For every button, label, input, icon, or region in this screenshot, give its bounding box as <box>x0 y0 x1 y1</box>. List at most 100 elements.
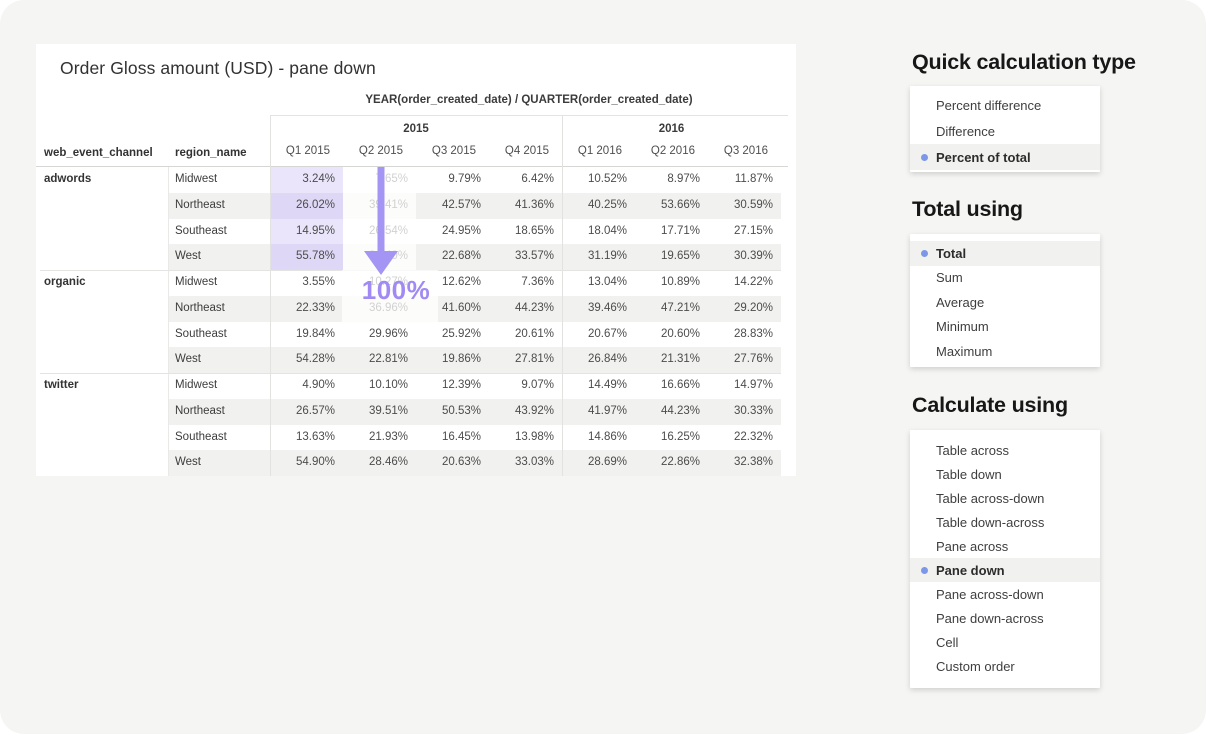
value-cell: 24.95% <box>441 224 481 237</box>
option-label: Percent difference <box>936 97 1042 113</box>
section-title-calculate-using: Calculate using <box>912 393 1068 417</box>
channel-cell: twitter <box>36 373 168 399</box>
pane-down-arrow-icon <box>364 167 398 275</box>
option-label: Minimum <box>936 319 989 335</box>
option-label: Pane down <box>936 562 1005 578</box>
option-custom-order[interactable]: Custom order <box>910 654 1100 678</box>
value-cell: 26.02% <box>270 192 343 219</box>
option-percent-of-total[interactable]: Percent of total <box>910 144 1100 170</box>
table-row: West 54.90% 28.46% 20.63% 33.03% 28.69% 22.86%… <box>36 450 781 476</box>
value-cell: 12.62% <box>441 276 481 288</box>
option-label: Sum <box>936 270 963 286</box>
value-cell: 25.92% <box>441 327 481 340</box>
value-cell: 8.97% <box>667 173 700 185</box>
option-pane-across-down[interactable]: Pane across-down <box>910 582 1100 606</box>
quarter-header-label: Q1 2015 <box>285 145 330 157</box>
option-average[interactable]: Average <box>910 290 1100 315</box>
option-label: Maximum <box>936 343 993 359</box>
option-label: Table across <box>936 442 1009 458</box>
quarter-header-row: Q1 2015 Q2 2015 Q3 2015 Q4 2015 Q1 2016 Q2 20… <box>270 145 781 163</box>
option-label: Cell <box>936 634 959 650</box>
option-pane-across[interactable]: Pane across <box>910 534 1100 558</box>
value-cell: 22.81% <box>343 347 416 373</box>
divider <box>562 115 563 476</box>
value-cell: 16.25% <box>660 430 700 443</box>
viz-title: Order Gloss amount (USD) - pane down <box>60 58 376 78</box>
option-label: Percent of total <box>936 149 1031 165</box>
viz-card: Order Gloss amount (USD) - pane down YEA… <box>36 44 796 476</box>
quarter-header-label: Q3 2015 <box>431 145 476 157</box>
year-header-2015: 2015 <box>403 123 429 135</box>
table-row: West 54.28% 22.81% 19.86% 27.81% 26.84% 21.31%… <box>36 347 781 373</box>
value-cell: 22.68% <box>416 244 489 270</box>
section-title-quick-calculation-type: Quick calculation type <box>912 50 1136 74</box>
value-cell: 33.57% <box>489 244 562 270</box>
option-table-down-across[interactable]: Table down-across <box>910 510 1100 534</box>
option-total[interactable]: Total <box>910 241 1100 266</box>
option-label: Total <box>936 245 967 261</box>
table-row: Southeast 13.63% 21.93% 16.45% 13.98% 14.86% 1… <box>36 424 781 451</box>
value-cell: 29.20% <box>708 295 781 322</box>
value-cell: 11.87% <box>734 173 773 185</box>
region-cell: West <box>168 450 270 476</box>
dimmed-label-overlay <box>342 270 438 323</box>
option-label: Pane across <box>936 538 1009 554</box>
value-cell: 31.19% <box>562 244 635 270</box>
value-cell: 12.39% <box>441 379 481 391</box>
quarter-header-label: Q4 2015 <box>504 145 549 157</box>
value-cell: 17.71% <box>660 224 700 237</box>
option-percent-difference[interactable]: Percent difference <box>910 92 1100 118</box>
table-row: Northeast 26.57% 39.51% 50.53% 43.92% 41.97% 4… <box>36 398 781 425</box>
value-cell: 28.69% <box>562 450 635 476</box>
table-row: Northeast22.33%36.96%41.60%44.23%39.46%4… <box>36 295 781 322</box>
value-cell: 50.53% <box>416 398 489 425</box>
value-cell: 10.52% <box>587 173 627 185</box>
value-cell: 21.93% <box>368 430 408 443</box>
region-cell: West <box>168 347 270 373</box>
option-sum[interactable]: Sum <box>910 266 1100 291</box>
option-maximum[interactable]: Maximum <box>910 339 1100 364</box>
header-underline <box>36 166 788 167</box>
value-cell: 13.63% <box>295 430 335 443</box>
region-cell: Southeast <box>175 327 227 340</box>
value-cell: 9.79% <box>448 173 481 185</box>
value-cell: 22.33% <box>270 295 343 322</box>
value-cell: 16.66% <box>660 379 700 391</box>
value-cell: 22.86% <box>635 450 708 476</box>
value-cell: 7.36% <box>521 276 554 288</box>
option-difference[interactable]: Difference <box>910 118 1100 144</box>
value-cell: 54.90% <box>270 450 343 476</box>
option-pane-down-across[interactable]: Pane down-across <box>910 606 1100 630</box>
region-cell: Midwest <box>175 379 218 391</box>
value-cell: 18.65% <box>514 224 554 237</box>
value-cell: 41.36% <box>489 192 562 219</box>
option-cell[interactable]: Cell <box>910 630 1100 654</box>
value-cell: 19.65% <box>635 244 708 270</box>
option-minimum[interactable]: Minimum <box>910 315 1100 340</box>
option-label: Custom order <box>936 658 1015 674</box>
option-pane-down[interactable]: Pane down <box>910 558 1100 582</box>
table-row: organicMidwest3.55%10.27%12.62%7.36%13.0… <box>36 270 781 296</box>
value-cell: 4.90% <box>302 379 335 391</box>
value-cell: 6.42% <box>521 173 554 185</box>
option-label: Table down <box>936 466 1002 482</box>
year-header-row: 2015 2016 <box>270 115 788 143</box>
option-table-across[interactable]: Table across <box>910 438 1100 462</box>
percent-of-total-annotation: 100% <box>361 275 431 305</box>
panel-total-using: Total Sum Average Minimum Maximum <box>910 234 1100 367</box>
value-cell: 28.46% <box>343 450 416 476</box>
value-cell: 28.83% <box>733 327 773 340</box>
value-cell: 14.97% <box>733 379 773 391</box>
option-table-down[interactable]: Table down <box>910 462 1100 486</box>
option-table-across-down[interactable]: Table across-down <box>910 486 1100 510</box>
channel-cell <box>36 192 168 219</box>
value-cell: 19.84% <box>295 327 335 340</box>
row-header-region: region_name <box>175 147 247 159</box>
value-cell: 39.51% <box>343 398 416 425</box>
panel-calculate-using: Table across Table down Table across-down T… <box>910 430 1100 688</box>
channel-cell: adwords <box>36 167 168 193</box>
option-label: Pane down-across <box>936 610 1044 626</box>
value-cell: 21.31% <box>635 347 708 373</box>
value-cell: 20.60% <box>660 327 700 340</box>
